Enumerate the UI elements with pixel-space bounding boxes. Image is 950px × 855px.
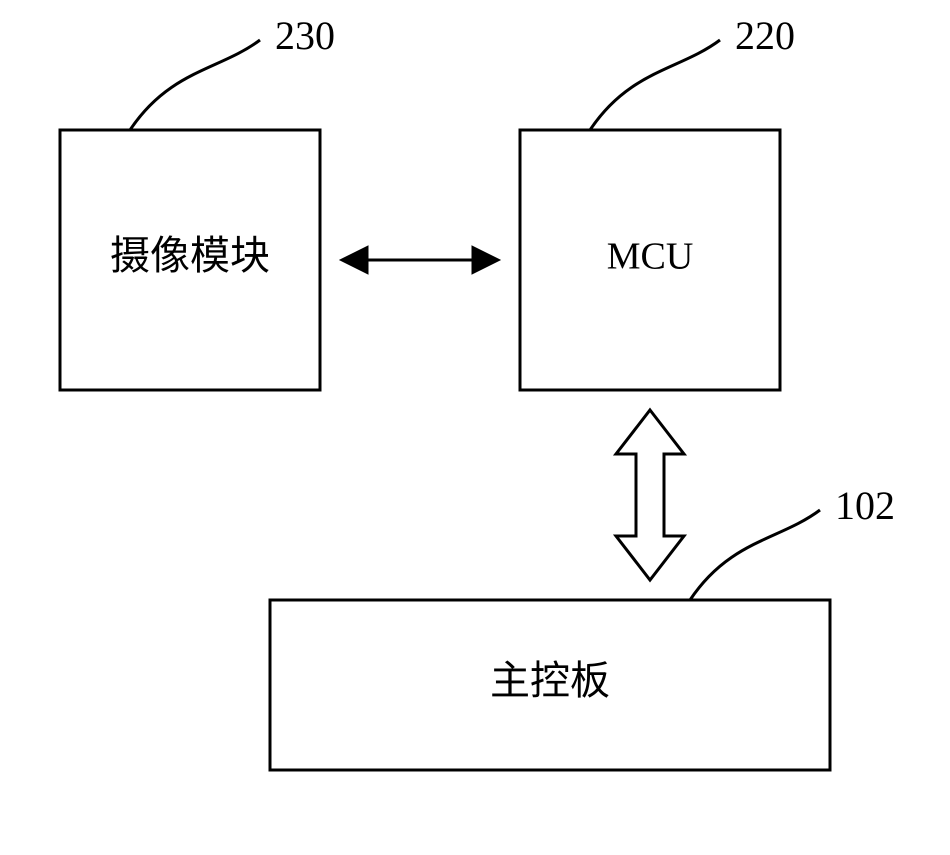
ref-mainboard: 102 bbox=[835, 483, 895, 528]
edge-cam-mcu bbox=[340, 246, 500, 274]
node-camera: 摄像模块 230 bbox=[60, 13, 335, 390]
node-mainboard-text: 主控板 bbox=[490, 658, 610, 703]
node-mcu-text: MCU bbox=[607, 236, 694, 278]
node-mcu: MCU 220 bbox=[520, 13, 795, 390]
edge-mcu-main bbox=[616, 410, 684, 580]
leader-camera bbox=[130, 40, 260, 130]
ref-camera: 230 bbox=[275, 13, 335, 58]
node-mainboard: 主控板 102 bbox=[270, 483, 895, 770]
ref-mcu: 220 bbox=[735, 13, 795, 58]
node-camera-text: 摄像模块 bbox=[110, 233, 270, 278]
leader-mainboard bbox=[690, 510, 820, 600]
edge-cam-mcu-head-right bbox=[472, 246, 500, 274]
diagram-canvas: 摄像模块 230 MCU 220 主控板 102 bbox=[0, 0, 950, 855]
edge-cam-mcu-head-left bbox=[340, 246, 368, 274]
leader-mcu bbox=[590, 40, 720, 130]
